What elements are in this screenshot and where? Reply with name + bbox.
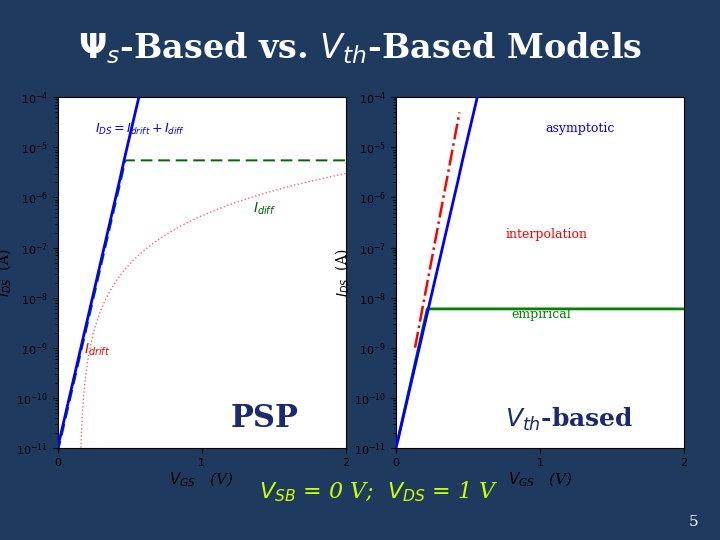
Text: $\mathbf{\Psi}_s$-Based vs. $\mathit{V}_{th}$-Based Models: $\mathbf{\Psi}_s$-Based vs. $\mathit{V}_… (78, 31, 642, 66)
Y-axis label: $I_{DS}$  (A): $I_{DS}$ (A) (333, 248, 351, 297)
Text: $\mathit{V}_{th}$-based: $\mathit{V}_{th}$-based (505, 406, 634, 433)
Text: PSP: PSP (230, 403, 298, 434)
Text: empirical: empirical (511, 308, 571, 321)
Text: $I_{diff}$: $I_{diff}$ (253, 201, 276, 218)
X-axis label: $\mathit{V}_{GS}$   (V): $\mathit{V}_{GS}$ (V) (169, 471, 234, 489)
Y-axis label: $I_{DS}$  (A): $I_{DS}$ (A) (0, 248, 13, 297)
Text: asymptotic: asymptotic (546, 122, 615, 135)
Text: interpolation: interpolation (505, 227, 588, 241)
Text: 5: 5 (689, 515, 698, 529)
X-axis label: $\mathit{V}_{GS}$   (V): $\mathit{V}_{GS}$ (V) (508, 471, 572, 489)
Text: $I_{drift}$: $I_{drift}$ (84, 341, 110, 358)
Text: $I_{DS} = I_{drift} + I_{diff}$: $I_{DS} = I_{drift} + I_{diff}$ (95, 122, 185, 137)
Text: $\mathit{V}_{SB}$ = 0 V;  $\mathit{V}_{DS}$ = 1 V: $\mathit{V}_{SB}$ = 0 V; $\mathit{V}_{DS… (259, 480, 499, 503)
